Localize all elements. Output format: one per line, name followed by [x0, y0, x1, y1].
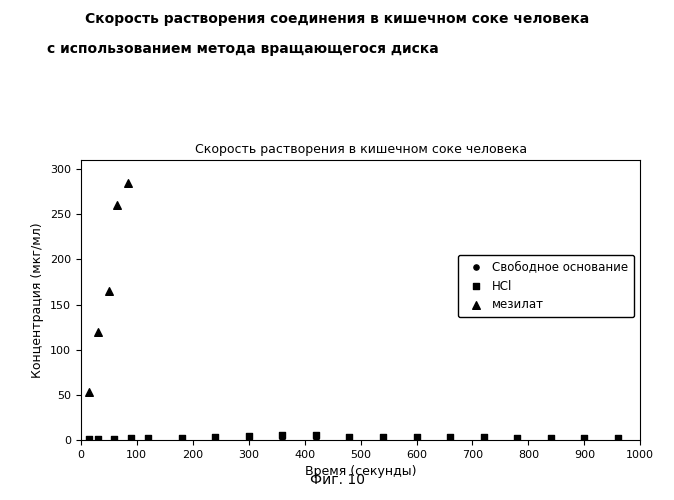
Legend: Свободное основание, HCl, мезилат: Свободное основание, HCl, мезилат	[458, 254, 634, 318]
HCl	[579, 434, 590, 442]
HCl	[344, 434, 355, 442]
Y-axis label: Концентрация (мкг/мл): Концентрация (мкг/мл)	[32, 222, 44, 378]
Свободное основание	[176, 436, 187, 444]
HCl	[311, 430, 321, 438]
Свободное основание	[445, 436, 456, 444]
HCl	[545, 434, 556, 442]
HCl	[143, 434, 154, 442]
мезилат	[104, 287, 115, 295]
Свободное основание	[579, 436, 590, 444]
HCl	[479, 434, 489, 442]
HCl	[126, 434, 137, 442]
HCl	[377, 434, 388, 442]
Свободное основание	[210, 436, 220, 444]
HCl	[411, 434, 422, 442]
мезилат	[84, 388, 94, 396]
Свободное основание	[411, 436, 422, 444]
Свободное основание	[143, 436, 154, 444]
Свободное основание	[92, 436, 103, 444]
Text: Скорость растворения соединения в кишечном соке человека: Скорость растворения соединения в кишечн…	[85, 12, 589, 26]
Свободное основание	[613, 436, 623, 444]
мезилат	[92, 328, 103, 336]
Свободное основание	[311, 436, 321, 444]
Text: с использованием метода вращающегося диска: с использованием метода вращающегося дис…	[47, 42, 439, 56]
Свободное основание	[126, 436, 137, 444]
Свободное основание	[243, 436, 254, 444]
мезилат	[123, 178, 134, 186]
Свободное основание	[344, 436, 355, 444]
HCl	[277, 432, 288, 440]
HCl	[512, 434, 522, 442]
HCl	[243, 432, 254, 440]
HCl	[613, 434, 623, 442]
Свободное основание	[377, 436, 388, 444]
X-axis label: Время (секунды): Время (секунды)	[305, 466, 417, 478]
HCl	[210, 434, 220, 442]
HCl	[92, 435, 103, 443]
HCl	[84, 435, 94, 443]
мезилат	[112, 201, 123, 209]
Свободное основание	[479, 436, 489, 444]
Свободное основание	[109, 436, 120, 444]
HCl	[445, 434, 456, 442]
Свободное основание	[545, 436, 556, 444]
Title: Скорость растворения в кишечном соке человека: Скорость растворения в кишечном соке чел…	[195, 143, 526, 156]
Text: Фиг. 10: Фиг. 10	[309, 474, 365, 488]
Свободное основание	[277, 436, 288, 444]
HCl	[109, 435, 120, 443]
Свободное основание	[84, 436, 94, 444]
HCl	[176, 434, 187, 442]
Свободное основание	[512, 436, 522, 444]
